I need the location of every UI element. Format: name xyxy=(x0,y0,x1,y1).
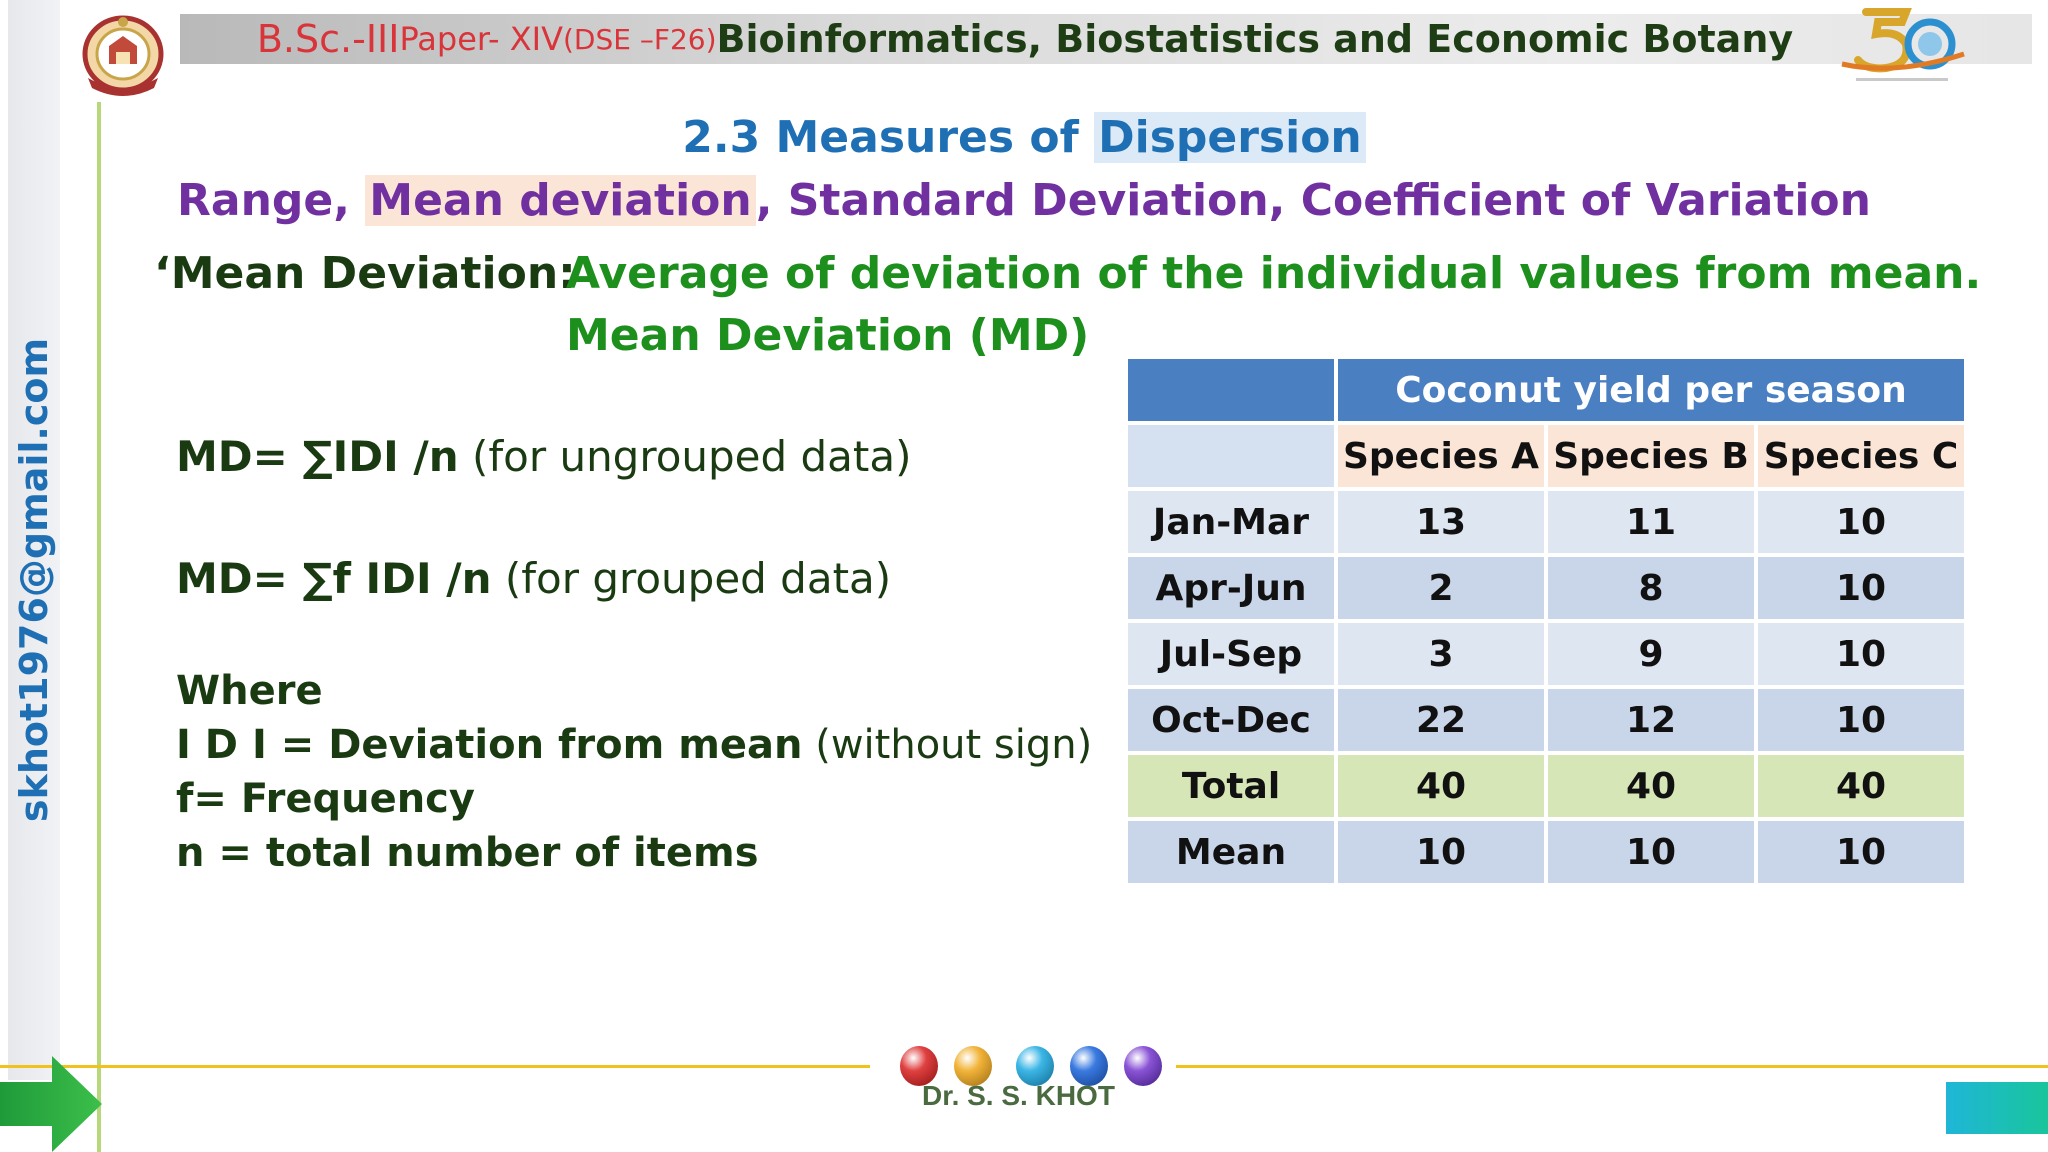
row-label: Jan-Mar xyxy=(1128,491,1334,553)
table-row: Jul-Sep 3 9 10 xyxy=(1128,623,1964,685)
footer-author: Dr. S. S. KHOT xyxy=(922,1080,1115,1111)
red-orb-icon xyxy=(900,1046,938,1086)
table-cell: 12 xyxy=(1548,689,1754,751)
section-title-prefix: 2.3 Measures of xyxy=(682,112,1095,163)
where-n-label: n = total number of items xyxy=(176,830,759,876)
where-deviation: I D I = Deviation from mean (without sig… xyxy=(176,722,1092,768)
where-deviation-note: (without sign) xyxy=(802,722,1093,768)
subtitle-prefix: Range, xyxy=(177,175,366,226)
footer-line-right xyxy=(1176,1065,2048,1068)
row-label: Apr-Jun xyxy=(1128,557,1334,619)
table-cell: 10 xyxy=(1758,821,1964,883)
definition-abbrev: Mean Deviation (MD) xyxy=(566,310,1090,361)
table-corner xyxy=(1128,425,1334,487)
blue-orb-icon xyxy=(1070,1046,1108,1086)
definition-label: ‘Mean Deviation: xyxy=(154,248,576,299)
subtitle-suffix: , Standard Deviation, Coefficient of Var… xyxy=(755,175,1871,226)
university-crest-logo xyxy=(82,15,164,96)
table-cell: 9 xyxy=(1548,623,1754,685)
table-cell: 13 xyxy=(1338,491,1544,553)
table-header-row: Species A Species B Species C xyxy=(1128,425,1964,487)
footer-line-left xyxy=(0,1065,870,1068)
table-cell: 40 xyxy=(1548,755,1754,817)
slide-subtitle: Range, Mean deviation, Standard Deviatio… xyxy=(0,175,2048,226)
table-cell: 11 xyxy=(1548,491,1754,553)
table-cell: 2 xyxy=(1338,557,1544,619)
where-title: Where xyxy=(176,668,323,714)
purple-orb-icon xyxy=(1124,1046,1162,1086)
section-title-highlight: Dispersion xyxy=(1094,112,1366,163)
vertical-divider xyxy=(97,102,101,1152)
table-cell: 8 xyxy=(1548,557,1754,619)
where-deviation-label: I D I = Deviation from mean xyxy=(176,722,803,768)
where-n: n = total number of items xyxy=(176,830,759,876)
table-corner-top xyxy=(1128,359,1334,421)
left-sidebar-strip xyxy=(8,0,60,1080)
table-cell: 22 xyxy=(1338,689,1544,751)
header-bar xyxy=(180,14,2032,64)
where-frequency-label: f= Frequency xyxy=(176,776,475,822)
formula-grouped-note: (for grouped data) xyxy=(491,554,892,603)
header-code: (DSE –F26) xyxy=(562,22,717,56)
table-cell: 40 xyxy=(1338,755,1544,817)
cyan-orb-icon xyxy=(1016,1046,1054,1086)
row-label: Mean xyxy=(1128,821,1334,883)
table-cell: 10 xyxy=(1758,689,1964,751)
footer-accent-block xyxy=(1946,1082,2048,1134)
definition-text: Average of deviation of the individual v… xyxy=(566,248,1982,299)
row-label: Oct-Dec xyxy=(1128,689,1334,751)
table-header-cell: Species C xyxy=(1758,425,1964,487)
table-cell: 10 xyxy=(1758,623,1964,685)
table-cell: 10 xyxy=(1758,491,1964,553)
row-label: Total xyxy=(1128,755,1334,817)
table-row-total: Total 40 40 40 xyxy=(1128,755,1964,817)
formula-ungrouped-expr: MD= ∑IDI /n xyxy=(176,432,459,481)
arrow-right-icon xyxy=(0,1056,102,1152)
table-title: Coconut yield per season xyxy=(1338,359,1964,421)
header-subject: Bioinformatics, Biostatistics and Econom… xyxy=(716,17,1794,61)
table-row-mean: Mean 10 10 10 xyxy=(1128,821,1964,883)
coconut-yield-table: Coconut yield per season Species A Speci… xyxy=(1124,355,1968,887)
table-row: Apr-Jun 2 8 10 xyxy=(1128,557,1964,619)
table-row: Jan-Mar 13 11 10 xyxy=(1128,491,1964,553)
table-header-cell: Species A xyxy=(1338,425,1544,487)
header-paper: Paper- XIV xyxy=(399,20,563,58)
table-title-row: Coconut yield per season xyxy=(1128,359,1964,421)
where-frequency: f= Frequency xyxy=(176,776,475,822)
sidebar-email: skhot1976@gmail.com xyxy=(8,338,60,822)
table-cell: 40 xyxy=(1758,755,1964,817)
where-title-text: Where xyxy=(176,668,323,714)
table-cell: 3 xyxy=(1338,623,1544,685)
course-header: B.Sc.-III Paper- XIV (DSE –F26) Bioinfor… xyxy=(180,14,1870,64)
subtitle-highlight: Mean deviation xyxy=(365,175,756,226)
table-cell: 10 xyxy=(1338,821,1544,883)
orange-orb-icon xyxy=(954,1046,992,1086)
table-row: Oct-Dec 22 12 10 xyxy=(1128,689,1964,751)
table-header-cell: Species B xyxy=(1548,425,1754,487)
sidebar-email-text: skhot1976@gmail.com xyxy=(12,337,57,823)
formula-grouped: MD= ∑f IDI /n (for grouped data) xyxy=(176,554,891,603)
formula-ungrouped-note: (for ungrouped data) xyxy=(458,432,912,481)
header-course: B.Sc.-III xyxy=(256,17,400,61)
table-cell: 10 xyxy=(1758,557,1964,619)
row-label: Jul-Sep xyxy=(1128,623,1334,685)
slide-section-title: 2.3 Measures of Dispersion xyxy=(0,112,2048,163)
anniversary-logo xyxy=(1841,8,1965,81)
table-cell: 10 xyxy=(1548,821,1754,883)
formula-ungrouped: MD= ∑IDI /n (for ungrouped data) xyxy=(176,432,912,481)
formula-grouped-expr: MD= ∑f IDI /n xyxy=(176,554,492,603)
